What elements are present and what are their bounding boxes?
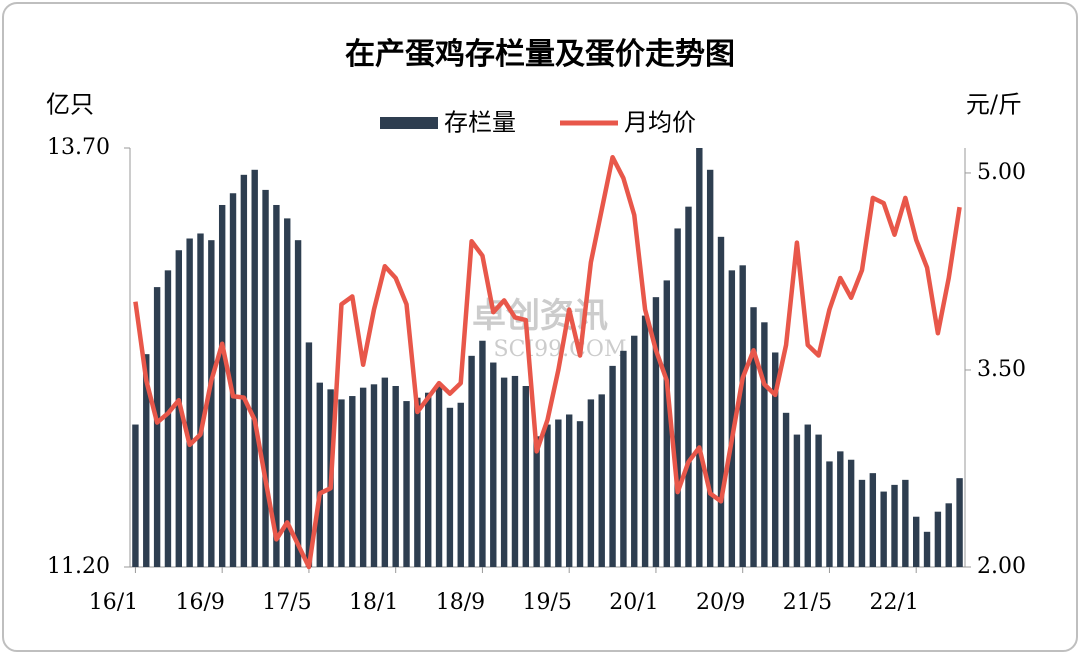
bar (750, 307, 757, 567)
bar (761, 322, 768, 567)
bar (717, 236, 725, 567)
bar (457, 402, 464, 567)
bar (609, 365, 616, 567)
bar (490, 362, 497, 567)
legend-label: 存栏量 (444, 109, 516, 137)
bar (739, 265, 746, 567)
bar (403, 401, 410, 567)
bar (923, 531, 931, 567)
y-tick-label: 13.70 (47, 135, 110, 160)
bar (262, 189, 269, 567)
bar (880, 491, 887, 567)
bar (956, 478, 963, 567)
x-tick-label: 16/9 (175, 590, 224, 615)
bar (652, 297, 660, 567)
legend-label: 月均价 (624, 109, 696, 137)
bar (468, 355, 475, 567)
bar (782, 412, 790, 567)
bar (869, 473, 877, 567)
bar (240, 174, 248, 568)
bar (208, 240, 215, 567)
bar (414, 397, 421, 567)
bar (696, 148, 703, 567)
x-tick-label: 18/1 (349, 590, 398, 615)
bar (370, 384, 378, 567)
bar (511, 375, 519, 567)
bar (186, 238, 193, 567)
bar (826, 461, 833, 567)
bar (728, 270, 736, 567)
bar (793, 434, 801, 567)
bar (891, 484, 898, 567)
bar (544, 424, 551, 567)
chart-title: 在产蛋鸡存栏量及蛋价走势图 (345, 37, 735, 72)
x-tick-label: 22/1 (869, 590, 918, 615)
bar (945, 503, 952, 567)
bar (500, 377, 508, 567)
x-tick-label: 21/5 (783, 590, 832, 615)
y2-tick-label: 5.00 (977, 160, 1026, 185)
bar (143, 354, 150, 567)
bar (576, 421, 584, 567)
bar (934, 511, 942, 567)
y2-axis-label: 元/斤 (966, 91, 1022, 119)
bar (804, 424, 811, 567)
x-tick-label: 16/1 (89, 590, 138, 615)
bar (132, 424, 139, 567)
bar (229, 193, 237, 567)
bar (772, 352, 779, 567)
bar (565, 414, 573, 567)
bar (902, 479, 909, 567)
bar (847, 459, 855, 567)
bar (858, 479, 866, 567)
x-tick-label: 17/5 (262, 590, 311, 615)
bar (479, 340, 486, 567)
bar (598, 394, 605, 567)
bar (706, 169, 714, 567)
bar (641, 315, 649, 567)
bar (631, 335, 638, 567)
bar (197, 233, 204, 567)
bar (294, 240, 302, 567)
bar (251, 169, 258, 567)
bar (837, 451, 844, 567)
bar (359, 387, 367, 567)
bar (284, 218, 291, 567)
bar (522, 385, 530, 567)
bar (913, 516, 920, 567)
bar (305, 342, 313, 567)
y2-tick-label: 2.00 (977, 554, 1026, 579)
bar (620, 350, 627, 567)
bar (587, 399, 595, 567)
y-axis-label: 亿只 (46, 91, 94, 119)
x-tick-label: 20/9 (696, 590, 745, 615)
bar (663, 280, 670, 567)
bar (164, 270, 172, 567)
x-tick-label: 19/5 (522, 590, 571, 615)
x-tick-label: 20/1 (609, 590, 658, 615)
bar (435, 385, 443, 567)
y2-tick-label: 3.50 (977, 357, 1026, 382)
bar (349, 396, 356, 567)
bar (815, 434, 822, 567)
bar (316, 382, 323, 567)
bar (533, 436, 540, 567)
bar (674, 228, 681, 567)
bar (555, 419, 562, 567)
price-line (133, 154, 962, 570)
x-tick-label: 18/9 (436, 590, 485, 615)
y-tick-label: 11.20 (47, 554, 110, 579)
bar (153, 287, 161, 567)
bar (273, 204, 280, 567)
bar (218, 204, 226, 567)
bar (685, 206, 692, 567)
legend-swatch (380, 117, 438, 129)
bar (338, 399, 345, 567)
bar (381, 377, 389, 567)
bar (392, 385, 399, 567)
bar (425, 392, 432, 567)
bar (446, 407, 454, 567)
